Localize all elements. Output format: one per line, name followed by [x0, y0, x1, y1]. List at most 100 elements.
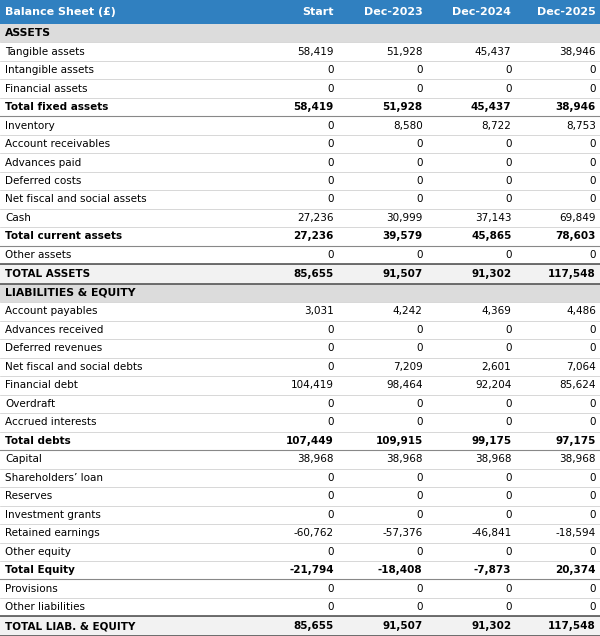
Bar: [0, 284, 600, 302]
Text: Tangible assets: Tangible assets: [5, 46, 85, 57]
Text: 20,374: 20,374: [556, 565, 596, 575]
Text: 38,968: 38,968: [298, 454, 334, 464]
Text: 0: 0: [505, 417, 511, 427]
Text: 0: 0: [505, 602, 511, 612]
Bar: [0, 0, 600, 24]
Text: 0: 0: [416, 399, 422, 409]
Text: 0: 0: [416, 195, 422, 205]
Text: 0: 0: [416, 65, 422, 75]
Text: 27,236: 27,236: [298, 213, 334, 223]
Text: 51,928: 51,928: [382, 102, 422, 112]
Bar: [0, 543, 600, 561]
Text: 0: 0: [416, 584, 422, 594]
Text: 0: 0: [328, 584, 334, 594]
Text: 8,722: 8,722: [482, 121, 511, 130]
Bar: [0, 227, 600, 245]
Text: 0: 0: [505, 83, 511, 93]
Text: -57,376: -57,376: [382, 529, 422, 538]
Text: 0: 0: [589, 491, 596, 501]
Bar: [0, 264, 600, 284]
Text: -7,873: -7,873: [474, 565, 511, 575]
Bar: [0, 487, 600, 506]
Text: 0: 0: [589, 139, 596, 149]
Bar: [0, 524, 600, 543]
Text: 97,175: 97,175: [556, 436, 596, 446]
Text: Net fiscal and social debts: Net fiscal and social debts: [5, 362, 143, 372]
Text: 3,031: 3,031: [304, 307, 334, 317]
Text: 0: 0: [328, 399, 334, 409]
Text: 107,449: 107,449: [286, 436, 334, 446]
Text: Accrued interests: Accrued interests: [5, 417, 97, 427]
Text: 78,603: 78,603: [556, 232, 596, 242]
Text: 91,302: 91,302: [471, 269, 511, 279]
Text: 91,507: 91,507: [382, 269, 422, 279]
Text: 0: 0: [416, 83, 422, 93]
Text: Total fixed assets: Total fixed assets: [5, 102, 109, 112]
Text: 0: 0: [505, 399, 511, 409]
Text: 0: 0: [328, 510, 334, 520]
Text: 37,143: 37,143: [475, 213, 511, 223]
Text: 4,242: 4,242: [393, 307, 422, 317]
Text: 7,064: 7,064: [566, 362, 596, 372]
Text: 0: 0: [328, 547, 334, 556]
Text: Cash: Cash: [5, 213, 31, 223]
Text: 0: 0: [416, 250, 422, 260]
Text: LIABILITIES & EQUITY: LIABILITIES & EQUITY: [5, 288, 136, 298]
Bar: [0, 413, 600, 432]
Text: 109,915: 109,915: [376, 436, 422, 446]
Text: 0: 0: [416, 158, 422, 167]
Text: 0: 0: [328, 325, 334, 335]
Text: 91,507: 91,507: [382, 621, 422, 631]
Text: 85,624: 85,624: [560, 380, 596, 391]
Text: Shareholders’ loan: Shareholders’ loan: [5, 473, 103, 483]
Text: 104,419: 104,419: [291, 380, 334, 391]
Bar: [0, 450, 600, 469]
Text: 0: 0: [328, 250, 334, 260]
Text: 4,486: 4,486: [566, 307, 596, 317]
Text: 39,579: 39,579: [382, 232, 422, 242]
Text: 0: 0: [328, 195, 334, 205]
Text: 69,849: 69,849: [560, 213, 596, 223]
Text: 0: 0: [416, 473, 422, 483]
Text: 51,928: 51,928: [386, 46, 422, 57]
Text: 0: 0: [505, 139, 511, 149]
Text: 0: 0: [589, 158, 596, 167]
Bar: [0, 24, 600, 43]
Text: 0: 0: [505, 491, 511, 501]
Text: 99,175: 99,175: [471, 436, 511, 446]
Text: 0: 0: [589, 584, 596, 594]
Text: Dec-2023: Dec-2023: [364, 7, 422, 17]
Bar: [0, 395, 600, 413]
Text: 0: 0: [328, 176, 334, 186]
Text: 0: 0: [589, 176, 596, 186]
Text: 0: 0: [505, 250, 511, 260]
Text: -46,841: -46,841: [471, 529, 511, 538]
Bar: [0, 432, 600, 450]
Text: 0: 0: [416, 602, 422, 612]
Text: Dec-2025: Dec-2025: [537, 7, 596, 17]
Text: 0: 0: [505, 325, 511, 335]
Text: 0: 0: [505, 584, 511, 594]
Bar: [0, 245, 600, 264]
Text: 0: 0: [589, 195, 596, 205]
Bar: [0, 579, 600, 598]
Text: -21,794: -21,794: [289, 565, 334, 575]
Text: 98,464: 98,464: [386, 380, 422, 391]
Text: 45,865: 45,865: [471, 232, 511, 242]
Text: 0: 0: [589, 250, 596, 260]
Bar: [0, 190, 600, 209]
Text: Total current assets: Total current assets: [5, 232, 122, 242]
Text: 0: 0: [328, 362, 334, 372]
Text: TOTAL ASSETS: TOTAL ASSETS: [5, 269, 90, 279]
Text: 38,946: 38,946: [556, 102, 596, 112]
Bar: [0, 506, 600, 524]
Text: Provisions: Provisions: [5, 584, 58, 594]
Text: 0: 0: [589, 602, 596, 612]
Text: Other equity: Other equity: [5, 547, 71, 556]
Text: Start: Start: [302, 7, 334, 17]
Text: Reserves: Reserves: [5, 491, 52, 501]
Bar: [0, 61, 600, 80]
Text: 85,655: 85,655: [293, 269, 334, 279]
Text: Total debts: Total debts: [5, 436, 71, 446]
Text: Total Equity: Total Equity: [5, 565, 75, 575]
